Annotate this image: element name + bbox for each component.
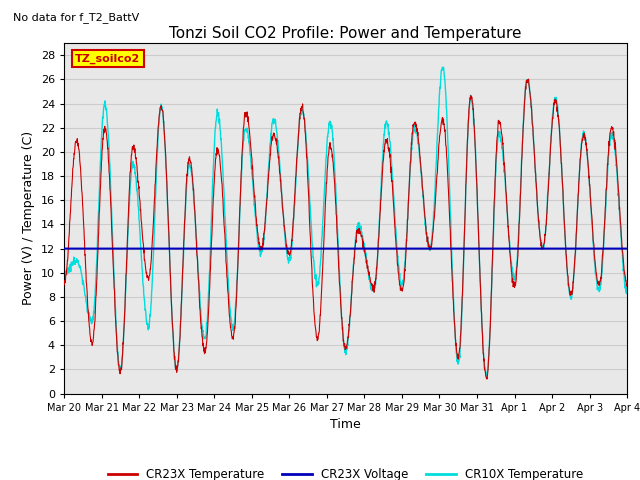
Y-axis label: Power (V) / Temperature (C): Power (V) / Temperature (C) — [22, 132, 35, 305]
Title: Tonzi Soil CO2 Profile: Power and Temperature: Tonzi Soil CO2 Profile: Power and Temper… — [170, 25, 522, 41]
X-axis label: Time: Time — [330, 418, 361, 431]
Legend: CR23X Temperature, CR23X Voltage, CR10X Temperature: CR23X Temperature, CR23X Voltage, CR10X … — [103, 463, 588, 480]
Text: TZ_soilco2: TZ_soilco2 — [76, 54, 141, 64]
Text: No data for f_T2_BattV: No data for f_T2_BattV — [13, 12, 139, 23]
